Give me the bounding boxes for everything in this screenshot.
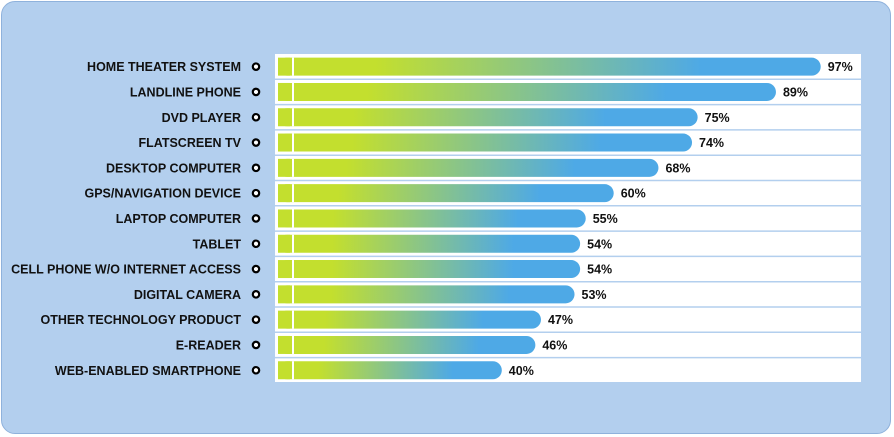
bar	[278, 335, 536, 354]
bar	[278, 285, 575, 304]
category-label: GPS/NAVIGATION DEVICE	[84, 187, 241, 201]
bullet-marker	[251, 163, 261, 173]
bar-notch	[292, 335, 294, 354]
bar-notch	[292, 260, 294, 279]
bar-row: CELL PHONE W/O INTERNET ACCESS 54%	[11, 255, 861, 279]
category-label: OTHER TECHNOLOGY PRODUCT	[41, 313, 242, 327]
category-label: DVD PLAYER	[162, 111, 241, 125]
bar-row: TABLET 54%	[193, 230, 861, 253]
bullet-marker	[251, 87, 261, 97]
bar	[278, 260, 581, 279]
bar-start-segment	[278, 260, 290, 279]
bar-row: WEB-ENABLED SMARTPHONE 40%	[55, 356, 861, 380]
bar-row: DIGITAL CAMERA 53%	[134, 280, 861, 304]
category-label: LAPTOP COMPUTER	[116, 212, 241, 226]
bullet-marker	[251, 214, 261, 223]
bar-notch	[292, 108, 294, 127]
bar-notch	[292, 285, 294, 304]
bar	[278, 310, 541, 329]
value-label: 55%	[593, 212, 618, 226]
bullet-marker	[251, 239, 261, 249]
bar	[278, 158, 659, 177]
value-label: 75%	[705, 111, 730, 125]
value-label: 54%	[587, 263, 612, 277]
bar-row: DESKTOP COMPUTER 68%	[106, 154, 861, 177]
category-label: TABLET	[193, 237, 242, 251]
bar-start-segment	[278, 133, 290, 152]
value-label: 60%	[621, 187, 646, 201]
bar-start-segment	[278, 285, 290, 304]
bullet-marker	[251, 62, 261, 71]
bar-notch	[292, 361, 294, 380]
bar	[278, 361, 502, 380]
bullet-marker	[251, 264, 261, 274]
value-label: 68%	[665, 161, 690, 175]
bar-notch	[292, 234, 294, 253]
bar-start-segment	[278, 234, 290, 253]
bullet-marker	[251, 290, 261, 299]
bar-row: LANDLINE PHONE 89%	[130, 78, 861, 101]
bar	[278, 57, 821, 76]
bullet-marker	[251, 112, 261, 122]
bar	[278, 184, 614, 203]
bar	[278, 133, 693, 152]
category-label: HOME THEATER SYSTEM	[87, 60, 241, 74]
bar-row: HOME THEATER SYSTEM 97%	[87, 57, 853, 76]
value-label: 54%	[587, 237, 612, 251]
bar-notch	[292, 82, 294, 101]
bar-notch	[292, 57, 294, 76]
bar	[278, 108, 698, 127]
value-label: 53%	[582, 288, 607, 302]
bullet-marker	[251, 340, 261, 350]
bar-start-segment	[278, 361, 290, 380]
bullet-marker	[251, 365, 261, 375]
bar-start-segment	[278, 82, 290, 101]
bullet-marker	[251, 138, 261, 147]
value-label: 97%	[828, 60, 853, 74]
bar-notch	[292, 158, 294, 177]
category-label: DIGITAL CAMERA	[134, 288, 241, 302]
bar-row: GPS/NAVIGATION DEVICE 60%	[84, 179, 861, 203]
bar-start-segment	[278, 209, 290, 228]
bar-row: OTHER TECHNOLOGY PRODUCT 47%	[41, 306, 861, 329]
bar-start-segment	[278, 108, 290, 127]
bar-notch	[292, 133, 294, 152]
bar	[278, 234, 581, 253]
bar-start-segment	[278, 158, 290, 177]
bar-notch	[292, 184, 294, 203]
bar	[278, 82, 776, 101]
bar-row: DVD PLAYER 75%	[162, 103, 861, 127]
bar	[278, 209, 586, 228]
category-label: LANDLINE PHONE	[130, 85, 241, 99]
category-label: E-READER	[176, 338, 241, 352]
value-label: 74%	[699, 136, 724, 150]
value-label: 40%	[509, 364, 534, 378]
bar-start-segment	[278, 57, 290, 76]
bar-start-segment	[278, 310, 290, 329]
bullet-marker	[251, 188, 261, 198]
category-label: FLATSCREEN TV	[138, 136, 241, 150]
bar-notch	[292, 209, 294, 228]
category-label: WEB-ENABLED SMARTPHONE	[55, 364, 241, 378]
value-label: 47%	[548, 313, 573, 327]
bar-start-segment	[278, 335, 290, 354]
value-label: 46%	[542, 338, 567, 352]
bar-notch	[292, 310, 294, 329]
bar-start-segment	[278, 184, 290, 203]
bar-row: FLATSCREEN TV 74%	[138, 129, 861, 152]
bullet-marker	[251, 315, 261, 324]
category-label: DESKTOP COMPUTER	[106, 161, 241, 175]
bar-row: E-READER 46%	[176, 331, 861, 354]
category-label: CELL PHONE W/O INTERNET ACCESS	[11, 263, 241, 277]
value-label: 89%	[783, 85, 808, 99]
bar-row: LAPTOP COMPUTER 55%	[116, 205, 861, 228]
